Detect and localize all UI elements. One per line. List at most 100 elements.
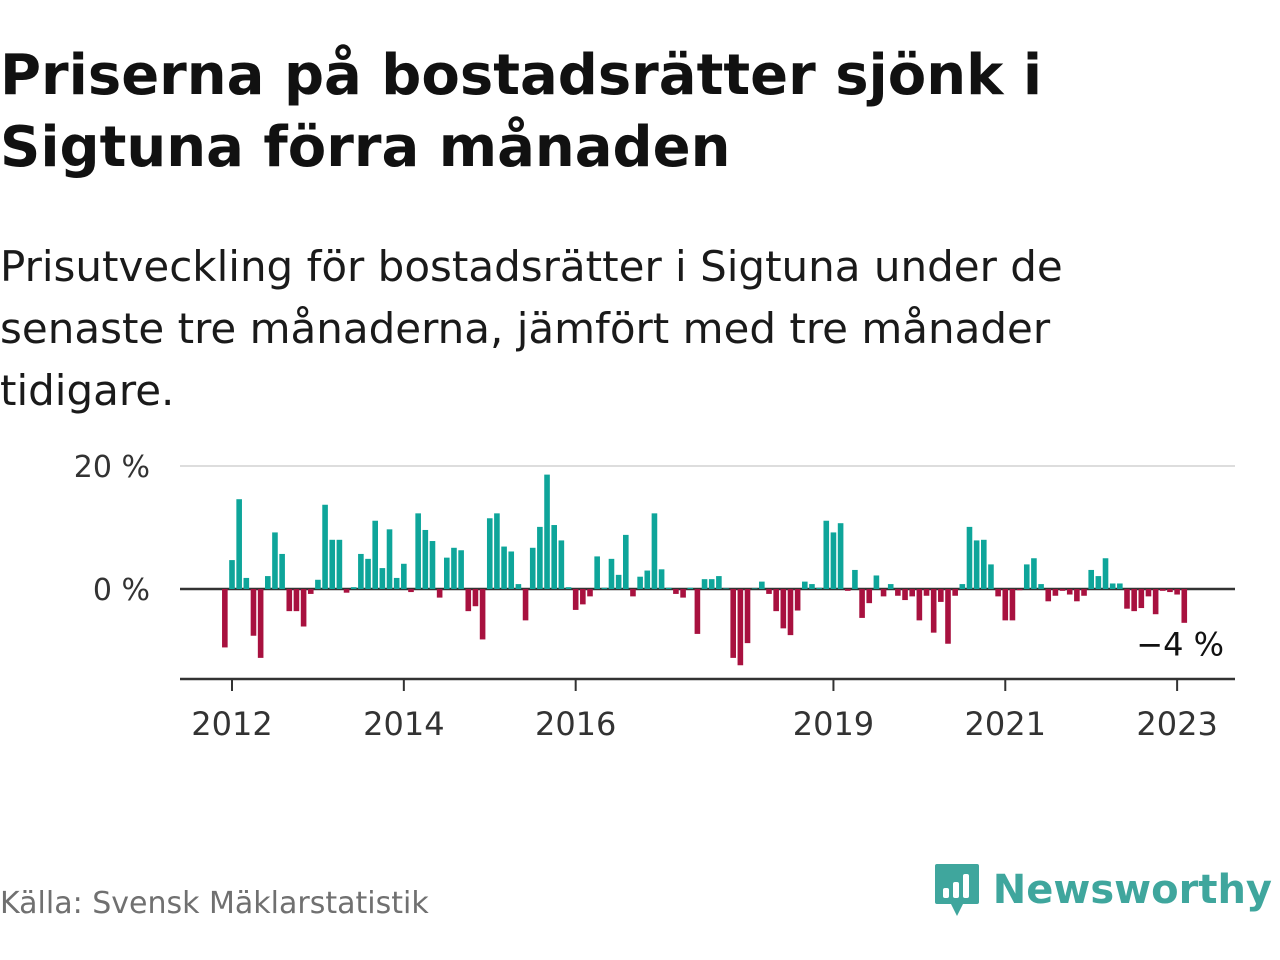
bar [365, 558, 371, 589]
bar [236, 499, 242, 589]
bar [229, 560, 235, 589]
bar [250, 589, 257, 636]
bar [315, 579, 321, 589]
labels: 20 % 0 % 2012 2014 2016 2019 2021 2023 −4 % [74, 450, 1224, 740]
bar [665, 587, 672, 589]
bar [708, 579, 715, 589]
bar [787, 589, 794, 636]
bar [830, 532, 837, 589]
bar [422, 529, 429, 589]
bars [222, 474, 1188, 666]
last-value-annotation: −4 % [1136, 626, 1224, 664]
bar [379, 568, 386, 589]
bar [343, 589, 350, 593]
bar [630, 589, 636, 597]
bar [372, 520, 378, 589]
bar [265, 576, 271, 589]
bar [945, 589, 951, 644]
bar [580, 589, 586, 605]
bar [723, 588, 729, 589]
bar [823, 520, 830, 589]
bar [658, 569, 665, 589]
bar [458, 550, 464, 589]
chart-subtitle: Prisutveckling för bostadsrätter i Sigtu… [0, 242, 1063, 415]
bar [322, 504, 328, 589]
bar [701, 579, 708, 589]
bar [1160, 589, 1166, 591]
axes [180, 677, 1235, 691]
bar [329, 539, 336, 589]
bar [952, 589, 958, 596]
bar [687, 587, 694, 589]
bar [1181, 589, 1188, 623]
bar [1002, 589, 1009, 621]
bar [1174, 589, 1180, 595]
bar [751, 588, 758, 589]
bar [1074, 589, 1080, 602]
bar [594, 556, 600, 589]
bar [759, 581, 765, 589]
bar [444, 557, 450, 589]
bar [522, 589, 529, 621]
bar [966, 526, 973, 589]
bar [279, 553, 285, 589]
bar [766, 589, 772, 594]
bar [451, 547, 457, 589]
bar [436, 589, 443, 598]
bar [415, 513, 421, 589]
bar [501, 546, 507, 589]
bar [930, 589, 937, 633]
bar [873, 575, 880, 589]
bar [408, 589, 414, 593]
bar [286, 589, 293, 612]
bar [973, 540, 980, 589]
bar [623, 534, 629, 589]
bar [544, 474, 550, 589]
bar [880, 589, 887, 597]
bar [601, 587, 608, 589]
bar [1081, 589, 1087, 596]
bar [222, 589, 228, 648]
bar [859, 589, 865, 618]
bar [1138, 589, 1145, 609]
bar [923, 589, 930, 596]
brand-logo[interactable]: Newsworthy [933, 862, 1272, 918]
y-tick-label: 20 % [74, 450, 150, 485]
bar [465, 589, 472, 612]
bar [558, 540, 565, 589]
x-tick-label: 2021 [965, 705, 1046, 740]
bar [257, 589, 264, 658]
bar [587, 589, 593, 597]
bar [694, 589, 701, 634]
bar [1124, 589, 1130, 609]
bar [1066, 589, 1073, 595]
source-credit: Källa: Svensk Mäklarstatistik [0, 886, 429, 921]
bar [680, 589, 686, 598]
bar [794, 589, 801, 611]
bar [1145, 589, 1152, 597]
bar [780, 589, 787, 629]
bar [386, 529, 393, 589]
bar [615, 574, 622, 589]
bar-chart: 20 % 0 % 2012 2014 2016 2019 2021 2023 −4 % [74, 450, 1235, 740]
bar [1009, 589, 1016, 621]
bar [350, 587, 357, 589]
bar [537, 526, 543, 589]
bar [644, 570, 651, 589]
bar [494, 513, 500, 589]
bar [1023, 564, 1030, 589]
bar [572, 589, 579, 610]
bar [429, 541, 436, 589]
bar [773, 589, 779, 612]
bar [809, 584, 815, 589]
bar [1152, 589, 1159, 615]
bar [737, 589, 744, 666]
chart-title: Priserna på bostadsrätter sjönk i Sigtun… [0, 43, 1043, 180]
bar [1016, 589, 1023, 591]
bar [852, 569, 858, 589]
bar [1109, 583, 1116, 589]
bar [1038, 584, 1044, 589]
bar [1167, 589, 1173, 593]
bar [844, 589, 851, 591]
bar [1031, 558, 1037, 589]
